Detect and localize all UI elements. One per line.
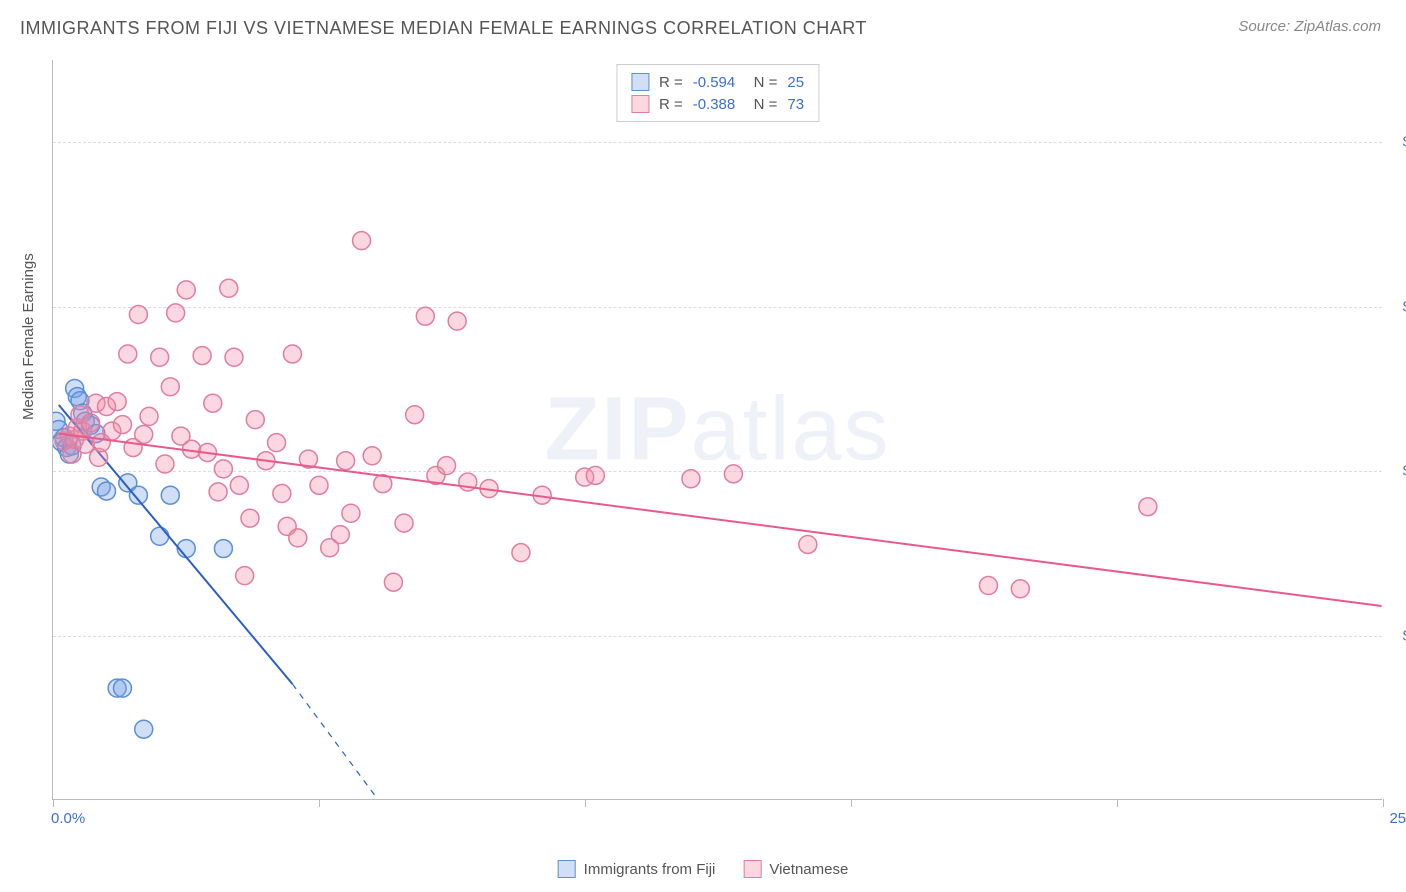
- data-point: [586, 466, 604, 484]
- data-point: [161, 486, 179, 504]
- data-point: [406, 406, 424, 424]
- data-point: [310, 476, 328, 494]
- data-point: [156, 455, 174, 473]
- data-point: [1011, 580, 1029, 598]
- data-point: [273, 485, 291, 503]
- data-point: [289, 529, 307, 547]
- data-point: [395, 514, 413, 532]
- data-point: [363, 447, 381, 465]
- x-tick: [585, 799, 586, 807]
- data-point: [98, 482, 116, 500]
- data-point: [209, 483, 227, 501]
- data-point: [283, 345, 301, 363]
- chart-header: IMMIGRANTS FROM FIJI VS VIETNAMESE MEDIA…: [0, 0, 1406, 47]
- data-point: [682, 470, 700, 488]
- data-point: [151, 527, 169, 545]
- swatch-vietnamese-bottom: [743, 860, 761, 878]
- data-point: [342, 504, 360, 522]
- x-tick: [1383, 799, 1384, 807]
- x-tick: [53, 799, 54, 807]
- data-point: [241, 509, 259, 527]
- data-point: [384, 573, 402, 591]
- legend-bottom: Immigrants from Fiji Vietnamese: [558, 860, 849, 878]
- legend-row-vietnamese: R = -0.388 N = 73: [631, 93, 804, 115]
- data-point: [113, 416, 131, 434]
- data-point: [82, 414, 100, 432]
- data-point: [193, 347, 211, 365]
- data-point: [438, 457, 456, 475]
- data-point: [268, 434, 286, 452]
- x-tick-label-max: 25.0%: [1389, 810, 1406, 827]
- data-point: [214, 460, 232, 478]
- data-point: [220, 279, 238, 297]
- data-point: [151, 348, 169, 366]
- legend-item-fiji: Immigrants from Fiji: [558, 860, 716, 878]
- data-point: [416, 307, 434, 325]
- y-axis-label: Median Female Earnings: [20, 253, 37, 420]
- data-point: [140, 407, 158, 425]
- swatch-fiji: [631, 73, 649, 91]
- chart-plot-area: R = -0.594 N = 25 R = -0.388 N = 73 ZIPa…: [52, 60, 1382, 800]
- data-point: [246, 411, 264, 429]
- data-point: [204, 394, 222, 412]
- data-point: [167, 304, 185, 322]
- legend-item-vietnamese: Vietnamese: [743, 860, 848, 878]
- data-point: [135, 720, 153, 738]
- data-point: [113, 679, 131, 697]
- data-point: [161, 378, 179, 396]
- x-tick: [319, 799, 320, 807]
- chart-title: IMMIGRANTS FROM FIJI VS VIETNAMESE MEDIA…: [20, 18, 867, 39]
- data-point: [353, 232, 371, 250]
- data-point: [135, 425, 153, 443]
- x-tick: [1117, 799, 1118, 807]
- data-point: [448, 312, 466, 330]
- legend-row-fiji: R = -0.594 N = 25: [631, 71, 804, 93]
- swatch-vietnamese: [631, 95, 649, 113]
- data-point: [979, 577, 997, 595]
- plot-svg: [53, 60, 1382, 799]
- correlation-legend: R = -0.594 N = 25 R = -0.388 N = 73: [616, 64, 819, 122]
- swatch-fiji-bottom: [558, 860, 576, 878]
- data-point: [331, 526, 349, 544]
- data-point: [724, 465, 742, 483]
- data-point: [236, 567, 254, 585]
- x-tick-label-min: 0.0%: [51, 810, 85, 827]
- x-tick: [851, 799, 852, 807]
- data-point: [799, 535, 817, 553]
- data-point: [512, 544, 530, 562]
- data-point: [337, 452, 355, 470]
- data-point: [1139, 498, 1157, 516]
- data-point: [230, 476, 248, 494]
- data-point: [119, 345, 137, 363]
- data-point: [177, 281, 195, 299]
- data-point: [108, 393, 126, 411]
- data-point: [129, 306, 147, 324]
- data-point: [225, 348, 243, 366]
- chart-source: Source: ZipAtlas.com: [1238, 18, 1381, 35]
- data-point: [214, 540, 232, 558]
- trend-line-extrapolated: [292, 684, 377, 799]
